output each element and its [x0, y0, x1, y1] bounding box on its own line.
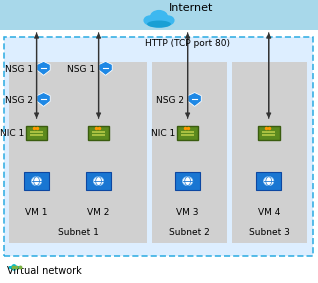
Bar	[232, 62, 307, 243]
Text: NSG 2: NSG 2	[156, 96, 184, 105]
Ellipse shape	[147, 21, 171, 28]
Ellipse shape	[146, 19, 172, 28]
Ellipse shape	[143, 15, 157, 25]
Circle shape	[183, 177, 193, 186]
Bar	[181, 134, 194, 136]
FancyBboxPatch shape	[177, 126, 198, 140]
Bar	[152, 62, 227, 243]
Polygon shape	[37, 93, 50, 106]
FancyBboxPatch shape	[258, 126, 280, 140]
Text: NSG 1: NSG 1	[5, 65, 33, 74]
Bar	[92, 134, 105, 136]
Ellipse shape	[150, 10, 168, 24]
FancyBboxPatch shape	[86, 172, 111, 190]
Circle shape	[264, 177, 274, 186]
Text: VM 2: VM 2	[87, 208, 110, 217]
Text: NIC 1: NIC 1	[0, 128, 24, 138]
FancyBboxPatch shape	[88, 126, 109, 140]
Text: NIC 1: NIC 1	[151, 128, 176, 138]
Bar	[262, 131, 275, 133]
Bar	[262, 134, 275, 136]
Bar	[0, 0, 318, 30]
Circle shape	[31, 177, 42, 186]
FancyBboxPatch shape	[4, 37, 313, 256]
Text: Subnet 1: Subnet 1	[58, 228, 99, 237]
Text: Virtual network: Virtual network	[7, 266, 82, 276]
Text: VM 3: VM 3	[176, 208, 199, 217]
Text: VM 1: VM 1	[25, 208, 48, 217]
Polygon shape	[99, 61, 112, 75]
Text: Subnet 2: Subnet 2	[169, 228, 210, 237]
Text: NSG 2: NSG 2	[5, 96, 33, 105]
FancyBboxPatch shape	[26, 126, 47, 140]
FancyBboxPatch shape	[175, 172, 200, 190]
Bar	[9, 62, 147, 243]
FancyBboxPatch shape	[24, 172, 49, 190]
Text: Subnet 3: Subnet 3	[249, 228, 290, 237]
Ellipse shape	[161, 15, 175, 25]
Text: Internet: Internet	[169, 3, 213, 13]
FancyBboxPatch shape	[256, 172, 281, 190]
Text: VM 4: VM 4	[258, 208, 280, 217]
Text: HTTP (TCP port 80): HTTP (TCP port 80)	[145, 39, 230, 48]
Circle shape	[93, 177, 104, 186]
Bar	[181, 131, 194, 133]
Text: NSG 1: NSG 1	[67, 65, 95, 74]
Bar	[30, 134, 43, 136]
Bar	[30, 131, 43, 133]
Polygon shape	[188, 93, 201, 106]
Bar	[92, 131, 105, 133]
Polygon shape	[37, 61, 50, 75]
